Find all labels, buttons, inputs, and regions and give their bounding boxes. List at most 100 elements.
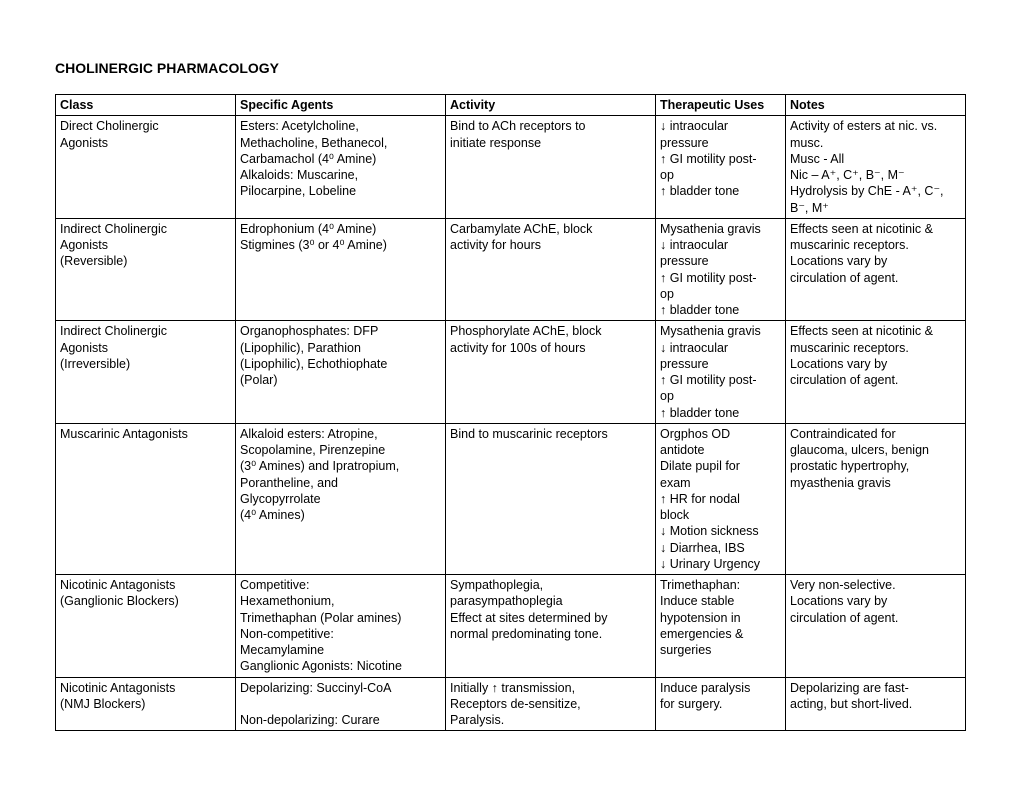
text-line: Carbamylate AChE, block (450, 221, 651, 237)
cell-activity: Sympathoplegia,parasympathoplegiaEffect … (446, 575, 656, 678)
cell-notes: Effects seen at nicotinic &muscarinic re… (786, 218, 966, 321)
text-line: Non-competitive: (240, 626, 441, 642)
text-line: ↑ GI motility post- (660, 151, 781, 167)
text-line: Edrophonium (4⁰ Amine) (240, 221, 441, 237)
text-line: circulation of agent. (790, 270, 961, 286)
text-line: circulation of agent. (790, 610, 961, 626)
text-line: initiate response (450, 135, 651, 151)
text-line: Agonists (60, 135, 231, 151)
text-line: ↑ bladder tone (660, 302, 781, 318)
cell-agents: Depolarizing: Succinyl-CoA Non-depolariz… (236, 677, 446, 731)
cell-class: Nicotinic Antagonists(Ganglionic Blocker… (56, 575, 236, 678)
cell-uses: ↓ intraocularpressure↑ GI motility post-… (656, 116, 786, 219)
text-line: Glycopyrrolate (240, 491, 441, 507)
text-line: Esters: Acetylcholine, (240, 118, 441, 134)
text-line: Locations vary by (790, 593, 961, 609)
text-line: Induce paralysis (660, 680, 781, 696)
text-line: ↓ Urinary Urgency (660, 556, 781, 572)
cell-activity: Carbamylate AChE, blockactivity for hour… (446, 218, 656, 321)
text-line: Paralysis. (450, 712, 651, 728)
text-line: (Polar) (240, 372, 441, 388)
table-row: Nicotinic Antagonists(NMJ Blockers)Depol… (56, 677, 966, 731)
text-line: Indirect Cholinergic (60, 221, 231, 237)
text-line: ↑ bladder tone (660, 183, 781, 199)
text-line: Agonists (60, 237, 231, 253)
text-line: Effect at sites determined by (450, 610, 651, 626)
text-line: Effects seen at nicotinic & (790, 221, 961, 237)
text-line: Nicotinic Antagonists (60, 680, 231, 696)
cell-activity: Initially ↑ transmission,Receptors de-se… (446, 677, 656, 731)
text-line: Orgphos OD (660, 426, 781, 442)
text-line: ↑ bladder tone (660, 405, 781, 421)
text-line: Very non-selective. (790, 577, 961, 593)
text-line: hypotension in (660, 610, 781, 626)
text-line: Hexamethonium, (240, 593, 441, 609)
text-line: myasthenia gravis (790, 475, 961, 491)
text-line: Bind to muscarinic receptors (450, 426, 651, 442)
text-line (240, 696, 441, 712)
text-line: circulation of agent. (790, 372, 961, 388)
cell-activity: Bind to ACh receptors toinitiate respons… (446, 116, 656, 219)
cell-agents: Organophosphates: DFP(Lipophilic), Parat… (236, 321, 446, 424)
cell-class: Nicotinic Antagonists(NMJ Blockers) (56, 677, 236, 731)
col-uses: Therapeutic Uses (656, 95, 786, 116)
cell-uses: Mysathenia gravis↓ intraocularpressure↑ … (656, 321, 786, 424)
text-line: ↓ intraocular (660, 237, 781, 253)
text-line: pressure (660, 356, 781, 372)
pharmacology-table: Class Specific Agents Activity Therapeut… (55, 94, 966, 731)
text-line: Non-depolarizing: Curare (240, 712, 441, 728)
text-line: Mysathenia gravis (660, 221, 781, 237)
text-line: Musc - All (790, 151, 961, 167)
cell-agents: Edrophonium (4⁰ Amine)Stigmines (3⁰ or 4… (236, 218, 446, 321)
text-line: ↓ Diarrhea, IBS (660, 540, 781, 556)
text-line: op (660, 167, 781, 183)
text-line: activity for 100s of hours (450, 340, 651, 356)
text-line: Dilate pupil for (660, 458, 781, 474)
col-agents: Specific Agents (236, 95, 446, 116)
text-line: Direct Cholinergic (60, 118, 231, 134)
cell-notes: Contraindicated forglaucoma, ulcers, ben… (786, 423, 966, 574)
cell-uses: Trimethaphan:Induce stablehypotension in… (656, 575, 786, 678)
text-line: Porantheline, and (240, 475, 441, 491)
text-line: Mecamylamine (240, 642, 441, 658)
text-line: pressure (660, 135, 781, 151)
col-activity: Activity (446, 95, 656, 116)
cell-notes: Activity of esters at nic. vs.musc. Musc… (786, 116, 966, 219)
cell-class: Indirect CholinergicAgonists(Irreversibl… (56, 321, 236, 424)
cell-uses: Induce paralysisfor surgery. (656, 677, 786, 731)
text-line: (Reversible) (60, 253, 231, 269)
text-line: for surgery. (660, 696, 781, 712)
text-line: Alkaloid esters: Atropine, (240, 426, 441, 442)
cell-activity: Phosphorylate AChE, blockactivity for 10… (446, 321, 656, 424)
text-line: muscarinic receptors. (790, 237, 961, 253)
text-line: antidote (660, 442, 781, 458)
text-line: Initially ↑ transmission, (450, 680, 651, 696)
cell-class: Direct CholinergicAgonists (56, 116, 236, 219)
table-row: Muscarinic Antagonists Alkaloid esters: A… (56, 423, 966, 574)
cell-activity: Bind to muscarinic receptors (446, 423, 656, 574)
text-line: acting, but short-lived. (790, 696, 961, 712)
text-line: Contraindicated for (790, 426, 961, 442)
cell-class: Indirect CholinergicAgonists(Reversible) (56, 218, 236, 321)
text-line: (3⁰ Amines) and Ipratropium, (240, 458, 441, 474)
text-line: Methacholine, Bethanecol, (240, 135, 441, 151)
text-line: prostatic hypertrophy, (790, 458, 961, 474)
text-line: parasympathoplegia (450, 593, 651, 609)
text-line: Ganglionic Agonists: Nicotine (240, 658, 441, 674)
text-line: musc. (790, 135, 961, 151)
col-class: Class (56, 95, 236, 116)
cell-agents: Esters: Acetylcholine,Methacholine, Beth… (236, 116, 446, 219)
text-line: op (660, 388, 781, 404)
text-line: Muscarinic Antagonists (60, 426, 231, 442)
text-line: Sympathoplegia, (450, 577, 651, 593)
text-line: ↓ intraocular (660, 340, 781, 356)
text-line: Activity of esters at nic. vs. (790, 118, 961, 134)
text-line: glaucoma, ulcers, benign (790, 442, 961, 458)
text-line: Locations vary by (790, 356, 961, 372)
table-row: Indirect CholinergicAgonists(Reversible)… (56, 218, 966, 321)
text-line: (Lipophilic), Parathion (240, 340, 441, 356)
cell-class: Muscarinic Antagonists (56, 423, 236, 574)
text-line: Trimethaphan (Polar amines) (240, 610, 441, 626)
cell-uses: Orgphos ODantidoteDilate pupil forexam↑ … (656, 423, 786, 574)
text-line: Pilocarpine, Lobeline (240, 183, 441, 199)
